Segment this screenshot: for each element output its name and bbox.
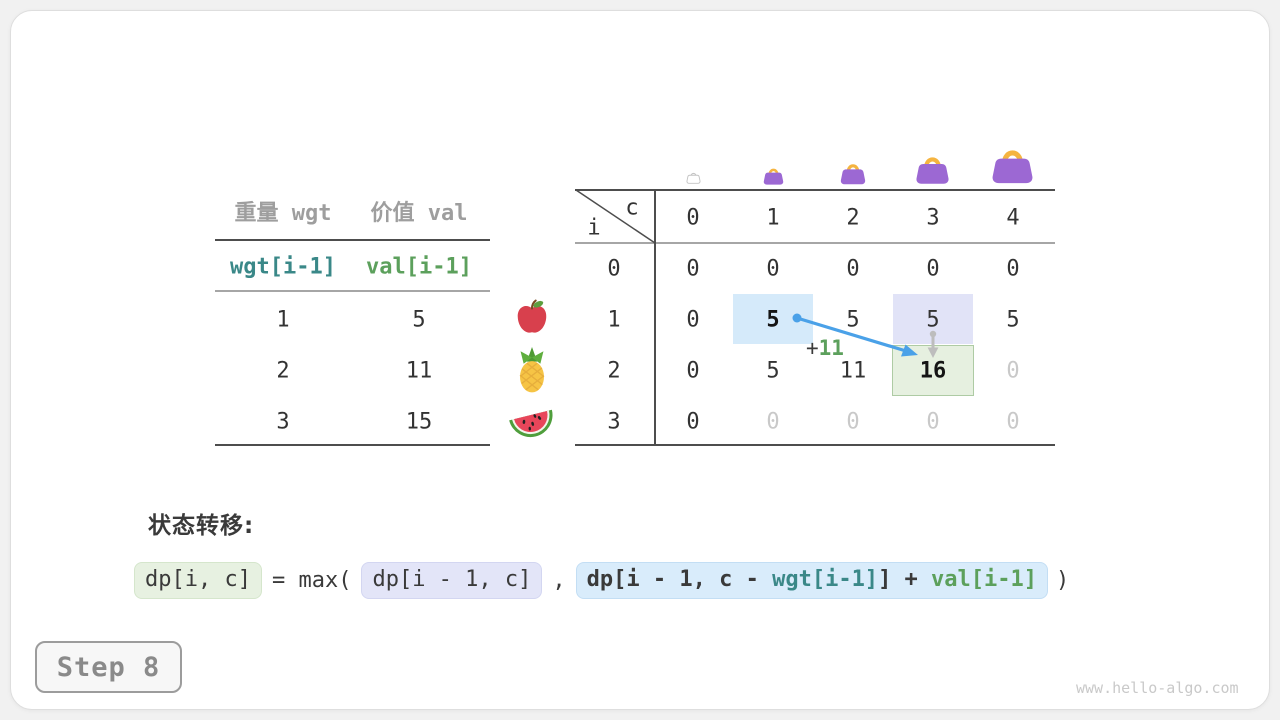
- dp-cell-3-2: 0: [846, 409, 860, 435]
- dp-cell-3-1: 0: [766, 409, 780, 435]
- dp-table-rule-bottom: [575, 444, 1055, 446]
- formula-lhs: dp[i, c]: [134, 562, 262, 599]
- items-table-rule-mid: [215, 290, 490, 292]
- dp-cell-3-3: 0: [926, 409, 940, 435]
- dp-corner-col-var: c: [625, 195, 639, 221]
- dp-col-header-3: 3: [926, 205, 940, 231]
- dp-cell-2-3: 16: [919, 358, 947, 384]
- formula-take-val: val[i-1]: [931, 567, 1038, 592]
- pineapple-icon: [512, 346, 552, 394]
- transition-formula: dp[i, c] = max( dp[i - 1, c] , dp[i - 1,…: [134, 562, 1069, 599]
- item-wgt-2: 2: [276, 358, 290, 384]
- dp-cell-1-4: 5: [1006, 307, 1020, 333]
- dp-cell-2-1: 5: [766, 358, 780, 384]
- figure-card: [10, 10, 1270, 710]
- dp-cell-0-2: 0: [846, 256, 860, 282]
- dp-cell-0-4: 0: [1006, 256, 1020, 282]
- transition-heading: 状态转移:: [148, 513, 255, 539]
- item-val-2: 11: [405, 358, 433, 384]
- bag-icon-large: [913, 153, 952, 186]
- formula-take-mid: ] +: [878, 567, 932, 592]
- dp-table-rule-vertical: [654, 189, 656, 446]
- site-url: www.hello-algo.com: [1076, 679, 1239, 697]
- items-table-rule-bottom: [215, 444, 490, 446]
- dp-row-header-1: 1: [607, 307, 621, 333]
- empty-bag-icon: [686, 170, 701, 185]
- dp-cell-1-1: 5: [766, 307, 780, 333]
- dp-col-header-4: 4: [1006, 205, 1020, 231]
- transfer-add-label: +11: [806, 336, 844, 360]
- dp-table-rule-top: [575, 189, 1055, 191]
- dp-cell-3-4: 0: [1006, 409, 1020, 435]
- dp-row-header-2: 2: [607, 358, 621, 384]
- apple-icon: [513, 299, 551, 337]
- dp-col-header-0: 0: [686, 205, 700, 231]
- dp-col-header-2: 2: [846, 205, 860, 231]
- item-val-1: 5: [412, 307, 426, 333]
- dp-row-header-3: 3: [607, 409, 621, 435]
- dp-table-rule-header: [575, 242, 1055, 244]
- step-badge: Step 8: [35, 641, 182, 693]
- formula-comma: ,: [552, 568, 566, 593]
- added-value: 11: [818, 336, 844, 360]
- plus-sign: +: [806, 336, 819, 360]
- bag-icon-medium: [838, 161, 868, 186]
- formula-option-keep: dp[i - 1, c]: [361, 562, 543, 599]
- formula-take-prefix: dp[i - 1, c -: [586, 567, 773, 592]
- formula-take-wgt: wgt[i-1]: [772, 567, 879, 592]
- dp-cell-1-2: 5: [846, 307, 860, 333]
- items-col-header-value: 价值 val: [370, 201, 468, 226]
- items-col-header-weight: 重量 wgt: [234, 201, 332, 226]
- dp-cell-3-0: 0: [686, 409, 700, 435]
- dp-col-header-1: 1: [766, 205, 780, 231]
- item-wgt-3: 3: [276, 409, 290, 435]
- dp-cell-0-1: 0: [766, 256, 780, 282]
- dp-cell-0-0: 0: [686, 256, 700, 282]
- formula-option-take: dp[i - 1, c - wgt[i-1]] + val[i-1]: [575, 562, 1049, 599]
- dp-cell-2-0: 0: [686, 358, 700, 384]
- items-formula-val: val[i-1]: [366, 254, 472, 280]
- items-table-rule-top: [215, 239, 490, 241]
- items-formula-wgt: wgt[i-1]: [230, 254, 336, 280]
- item-val-3: 15: [405, 409, 433, 435]
- dp-cell-2-4: 0: [1006, 358, 1020, 384]
- dp-cell-1-0: 0: [686, 307, 700, 333]
- watermelon-icon: [506, 398, 556, 442]
- formula-close-paren: ): [1056, 568, 1070, 593]
- dp-row-header-0: 0: [607, 256, 621, 282]
- bag-icon-xlarge: [988, 145, 1037, 186]
- dp-corner-row-var: i: [587, 215, 601, 241]
- dp-cell-0-3: 0: [926, 256, 940, 282]
- bag-icon-small: [762, 166, 785, 186]
- item-wgt-1: 1: [276, 307, 290, 333]
- dp-cell-2-2: 11: [839, 358, 867, 384]
- formula-eq-max: = max(: [271, 568, 352, 593]
- dp-cell-1-3: 5: [926, 307, 940, 333]
